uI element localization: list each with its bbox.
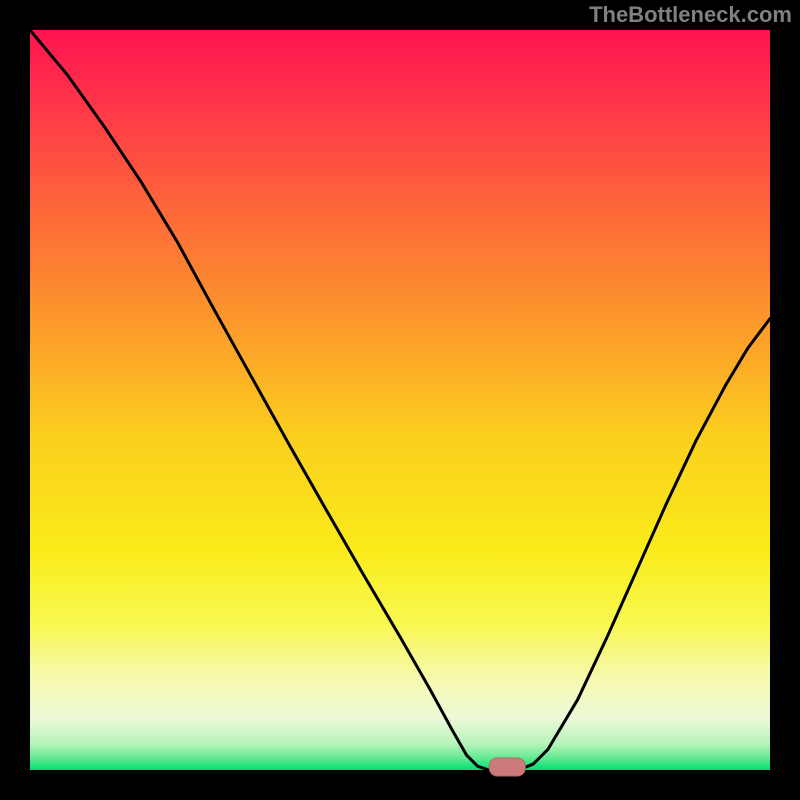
plot-gradient-background [30,30,770,770]
optimal-marker [489,758,525,776]
chart-root: TheBottleneck.com [0,0,800,800]
bottleneck-chart-svg [0,0,800,800]
